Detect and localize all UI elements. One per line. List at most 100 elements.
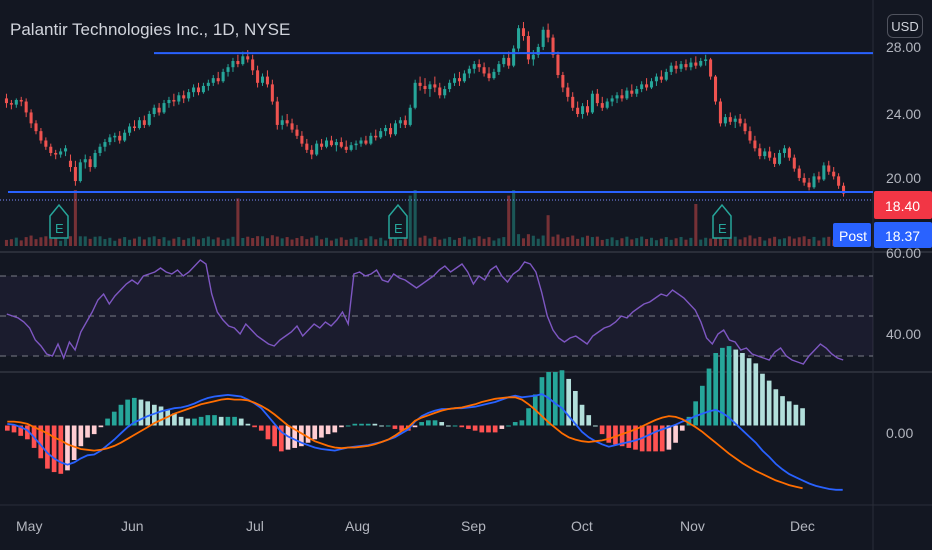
volume-bar [44, 236, 48, 246]
volume-bar [827, 236, 831, 246]
post-label-tag[interactable] [833, 223, 871, 247]
macd-histogram-bar [459, 425, 465, 428]
candle-body [270, 84, 274, 102]
volume-bar [605, 238, 609, 246]
volume-bar [39, 237, 43, 246]
volume-bar [147, 237, 151, 246]
candle-body [526, 36, 530, 60]
candle-body [9, 103, 13, 105]
macd-histogram-bar [613, 425, 618, 445]
candle-body [349, 145, 353, 150]
candle-body [517, 28, 521, 49]
volume-bar [324, 237, 329, 246]
macd-histogram-bar [312, 425, 318, 440]
volume-bar [517, 234, 521, 246]
volume-bar [482, 238, 486, 246]
candle-body [576, 107, 580, 114]
volume-bar [807, 239, 811, 246]
candle-body [393, 123, 397, 135]
volume-bar [738, 239, 742, 246]
macd-histogram-bar [198, 416, 204, 426]
volume-bar [59, 240, 63, 246]
volume-bar [206, 236, 210, 246]
candle-body [827, 165, 831, 172]
volume-bar [787, 236, 791, 246]
volume-bar [448, 237, 452, 246]
volume-bar [305, 239, 309, 246]
candle-body [546, 29, 550, 38]
macd-histogram-bar [285, 425, 291, 450]
candle-body [753, 140, 757, 149]
volume-bar [640, 236, 644, 246]
volume-bar [64, 238, 68, 246]
price-candles [4, 22, 846, 197]
macd-histogram-bar [339, 425, 344, 428]
macd-histogram-bar [51, 425, 57, 473]
candle-body [438, 87, 442, 96]
macd-histogram-bar [205, 415, 211, 426]
rsi-tick-60: 60.00 [886, 245, 921, 261]
candle-body [713, 76, 718, 102]
volume-bar [546, 215, 550, 246]
candle-body [467, 68, 471, 74]
volume-bar [285, 237, 289, 246]
macd-histogram-bar [760, 373, 765, 426]
candle-body [497, 64, 501, 72]
volume-bar [497, 238, 501, 246]
candle-body [768, 151, 772, 158]
candle-body [108, 137, 112, 143]
candle-body [551, 37, 555, 55]
volume-bar [699, 239, 703, 246]
volume-bar [128, 239, 132, 246]
candle-body [118, 135, 122, 141]
time-tick-oct: Oct [571, 518, 593, 534]
macd-histogram-bar [118, 404, 124, 426]
candle-body [182, 95, 186, 99]
volume-bar [103, 239, 107, 246]
volume-bar [743, 237, 747, 246]
currency-button[interactable]: USD [887, 14, 923, 38]
last-price-value: 18.40 [885, 198, 920, 214]
macd-histogram-bar [793, 404, 799, 426]
volume-bar [571, 235, 575, 246]
candle-body [561, 75, 565, 88]
volume-bar [541, 235, 545, 246]
macd-histogram-bar [646, 425, 652, 452]
candle-body [379, 131, 383, 138]
candle-body [408, 107, 412, 125]
macd-histogram-bar [125, 399, 130, 426]
candle-body [73, 167, 77, 182]
earnings-marker-nov [712, 203, 732, 239]
macd-histogram-bar [5, 425, 10, 431]
candle-body [842, 185, 846, 194]
macd-histogram-bar [492, 425, 498, 433]
macd-histogram-bar [726, 346, 732, 426]
volume-bar [157, 239, 161, 246]
macd-histogram-bar [145, 401, 151, 426]
candle-body [78, 162, 82, 182]
macd-histogram-bar [633, 425, 638, 450]
candle-body [482, 67, 486, 74]
candle-body [132, 126, 137, 129]
candle-body [645, 84, 649, 88]
volume-bar [24, 237, 28, 246]
candle-body [216, 78, 220, 82]
candle-body [763, 151, 767, 157]
candle-body [206, 82, 210, 86]
volume-bar [251, 238, 255, 246]
candle-body [369, 135, 373, 144]
volume-bar [684, 239, 688, 246]
macd-histogram-bar [131, 397, 137, 426]
candle-body [59, 151, 63, 155]
volume-bar [768, 238, 772, 246]
volume-bar [526, 234, 530, 246]
candle-body [177, 95, 181, 102]
candle-body [374, 135, 378, 138]
candle-body [428, 84, 432, 90]
volume-bar [659, 238, 663, 246]
volume-bar [118, 238, 122, 246]
candle-body [453, 78, 457, 83]
volume-bar [590, 237, 594, 246]
volume-bar [635, 238, 639, 246]
